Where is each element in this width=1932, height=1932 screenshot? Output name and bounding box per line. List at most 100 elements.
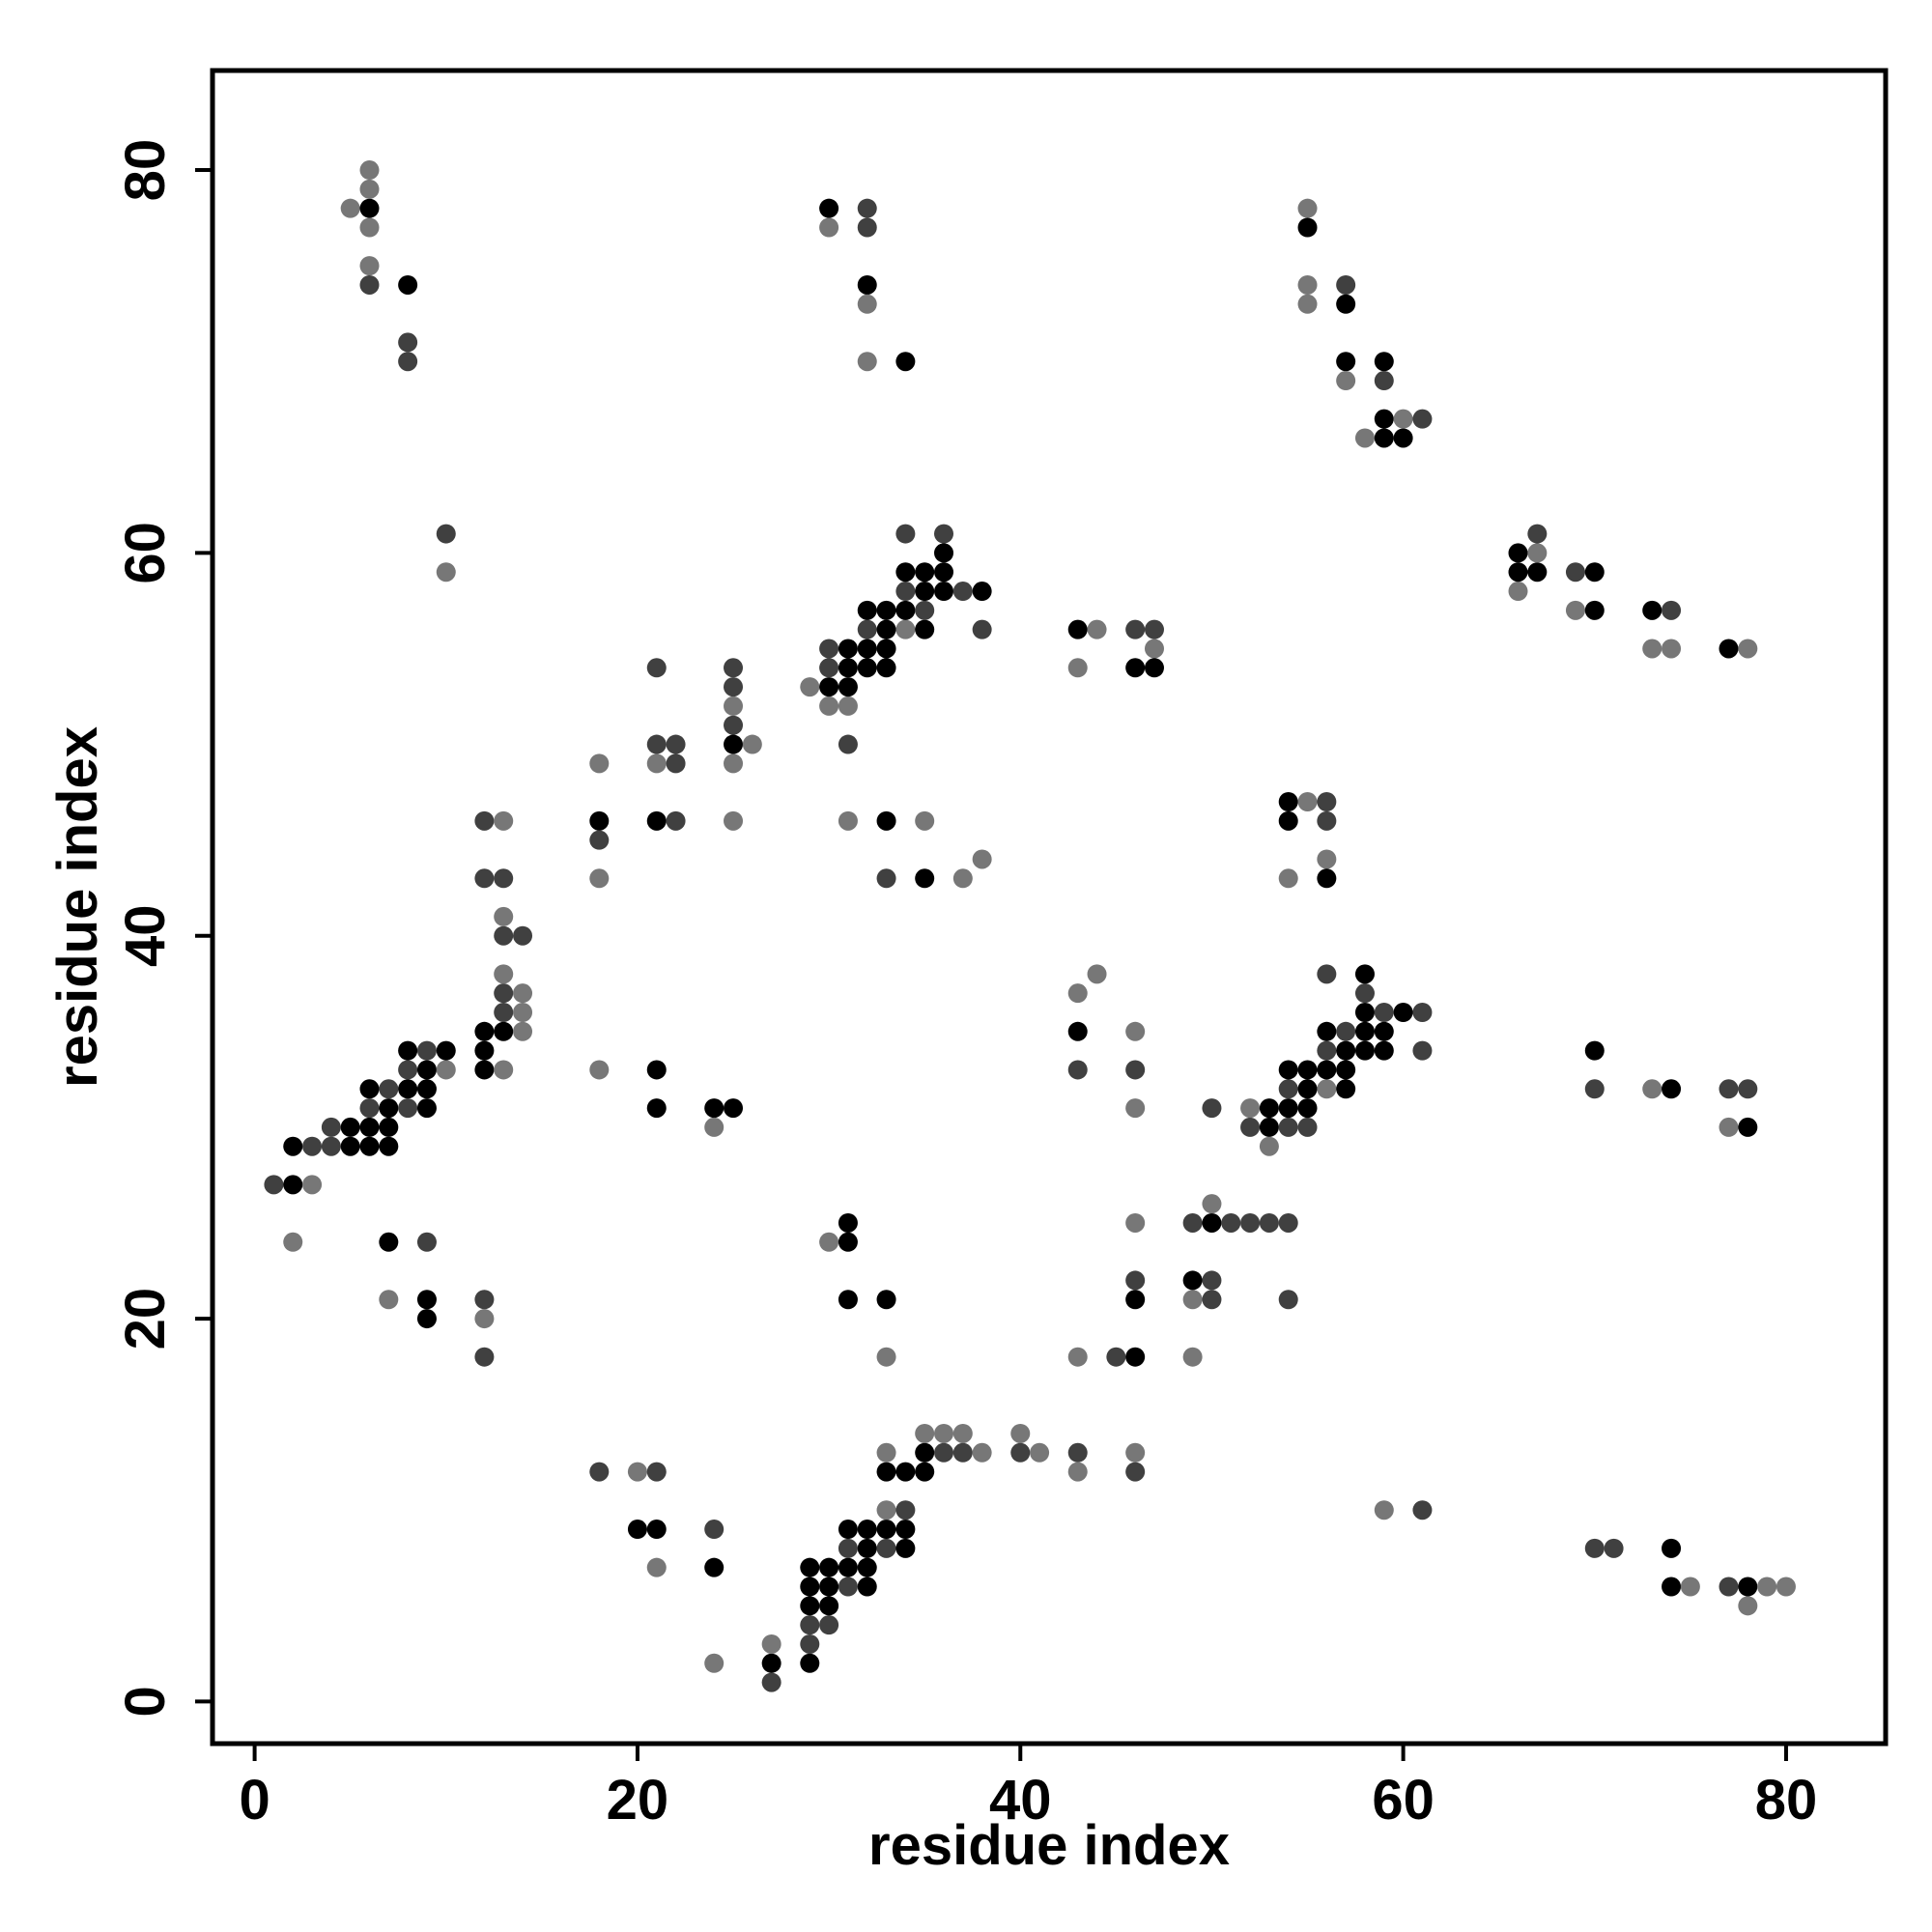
data-point: [416, 1232, 437, 1252]
data-point: [494, 1002, 514, 1022]
data-point: [436, 1060, 456, 1080]
data-point: [742, 734, 762, 754]
data-point: [800, 1596, 820, 1616]
data-point: [819, 1557, 839, 1577]
data-point: [1374, 1040, 1394, 1061]
data-point: [876, 1347, 896, 1367]
data-point: [838, 1557, 858, 1577]
data-point: [379, 1232, 399, 1252]
data-point: [1182, 1270, 1203, 1291]
data-point: [876, 600, 896, 620]
data-point: [359, 1079, 380, 1099]
data-point: [838, 1232, 858, 1252]
data-point: [359, 179, 380, 199]
data-point: [838, 639, 858, 659]
data-point: [819, 1596, 839, 1616]
data-point: [1508, 562, 1528, 582]
data-point: [1278, 1060, 1298, 1080]
data-point: [1067, 983, 1088, 1004]
data-point: [1125, 1060, 1146, 1080]
data-point: [646, 734, 667, 754]
data-point: [1662, 1538, 1682, 1558]
x-tick-label: 60: [1372, 1769, 1435, 1832]
data-point: [416, 1079, 437, 1099]
data-point: [416, 1098, 437, 1119]
data-point: [359, 160, 380, 181]
data-point: [359, 1098, 380, 1119]
data-point: [1642, 639, 1662, 659]
data-point: [857, 619, 877, 639]
data-point: [895, 562, 916, 582]
data-point: [494, 964, 514, 984]
data-point: [1374, 371, 1394, 391]
data-point: [1642, 1079, 1662, 1099]
data-point: [1662, 1577, 1682, 1597]
data-point: [1067, 1021, 1088, 1041]
data-point: [1336, 1040, 1356, 1061]
data-point: [895, 582, 916, 602]
data-point: [1125, 1442, 1146, 1463]
data-point: [1354, 1021, 1375, 1041]
data-point: [1354, 983, 1375, 1004]
data-point: [398, 352, 418, 372]
data-point: [1336, 1079, 1356, 1099]
data-point: [494, 906, 514, 926]
data-point: [934, 524, 954, 544]
data-point: [704, 1098, 724, 1119]
data-point: [1565, 562, 1585, 582]
data-point: [1259, 1098, 1279, 1119]
data-point: [724, 677, 744, 697]
data-point: [1317, 1060, 1337, 1080]
data-point: [819, 217, 839, 238]
data-point: [646, 1557, 667, 1577]
data-point: [1317, 868, 1337, 889]
data-point: [646, 1098, 667, 1119]
data-point: [398, 1079, 418, 1099]
data-point: [1412, 1040, 1433, 1061]
data-point: [1680, 1577, 1700, 1597]
data-point: [646, 1060, 667, 1080]
data-point: [1738, 1079, 1758, 1099]
data-point: [283, 1175, 303, 1195]
data-point: [1757, 1577, 1777, 1597]
data-point: [494, 983, 514, 1004]
data-point: [1393, 409, 1413, 429]
data-point: [436, 1040, 456, 1061]
data-point: [1719, 1577, 1739, 1597]
data-point: [915, 562, 935, 582]
data-point: [838, 734, 858, 754]
data-point: [1336, 1060, 1356, 1080]
data-point: [416, 1309, 437, 1329]
data-point: [724, 810, 744, 831]
data-point: [1527, 524, 1548, 544]
data-point: [436, 562, 456, 582]
data-point: [1412, 409, 1433, 429]
data-point: [1374, 409, 1394, 429]
data-point: [283, 1232, 303, 1252]
data-point: [340, 1136, 360, 1156]
data-point: [1144, 639, 1164, 659]
data-point: [589, 1060, 610, 1080]
data-point: [379, 1079, 399, 1099]
data-point: [1259, 1117, 1279, 1137]
data-point: [915, 1442, 935, 1463]
data-point: [1738, 639, 1758, 659]
data-point: [915, 619, 935, 639]
data-point: [1317, 1021, 1337, 1041]
data-point: [972, 582, 992, 602]
y-tick-label: 20: [114, 1288, 177, 1350]
data-point: [666, 753, 686, 774]
data-point: [838, 1212, 858, 1233]
data-point: [838, 810, 858, 831]
data-point: [857, 198, 877, 218]
data-point: [704, 1557, 724, 1577]
data-point: [952, 1423, 973, 1443]
data-point: [513, 983, 533, 1004]
plot-frame: [210, 68, 1889, 1747]
data-point: [416, 1040, 437, 1061]
data-point: [819, 198, 839, 218]
data-point: [819, 658, 839, 678]
data-point: [761, 1672, 781, 1692]
data-point: [1240, 1098, 1261, 1119]
data-point: [704, 1653, 724, 1673]
